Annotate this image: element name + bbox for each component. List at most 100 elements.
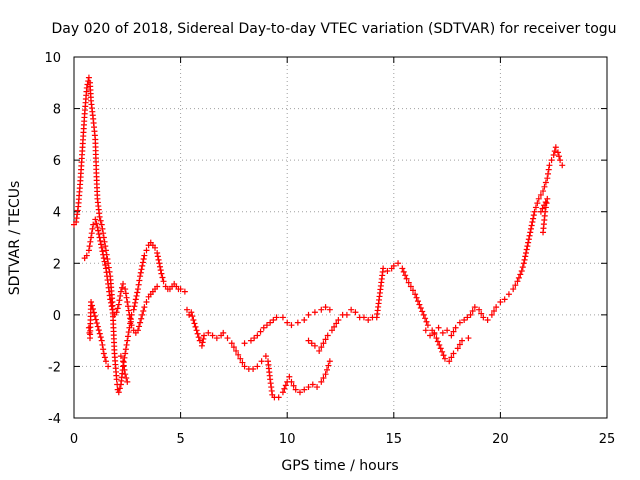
data-point	[109, 306, 116, 313]
data-point	[288, 378, 295, 385]
data-point	[318, 306, 325, 313]
data-point	[228, 340, 235, 347]
data-point	[301, 386, 308, 393]
data-point	[301, 317, 308, 324]
data-point	[241, 363, 248, 370]
data-point	[98, 337, 105, 344]
data-point	[542, 199, 549, 206]
data-point	[143, 298, 150, 305]
data-point	[192, 323, 199, 330]
data-point	[177, 286, 184, 293]
data-point	[420, 311, 427, 318]
data-point	[554, 149, 561, 156]
data-point	[525, 236, 532, 243]
data-point	[122, 286, 129, 293]
data-point	[476, 306, 483, 313]
data-point	[409, 287, 416, 294]
data-point	[439, 348, 446, 355]
data-point	[135, 281, 142, 288]
data-point	[400, 268, 407, 275]
axis-ticks	[73, 56, 608, 419]
x-tick-label: 10	[279, 432, 296, 447]
data-point	[531, 208, 538, 215]
data-point	[441, 355, 448, 362]
data-point	[557, 157, 564, 164]
data-point	[258, 358, 265, 365]
data-point	[471, 304, 478, 311]
data-point	[120, 363, 127, 370]
data-point	[134, 289, 141, 296]
data-point	[154, 249, 161, 256]
data-point	[124, 337, 131, 344]
data-point	[99, 248, 106, 255]
data-point	[91, 313, 98, 320]
data-point	[83, 84, 90, 91]
data-point	[121, 366, 128, 373]
data-point	[139, 311, 146, 318]
data-point	[205, 329, 212, 336]
data-point	[220, 329, 227, 336]
data-point	[448, 332, 455, 339]
data-point	[541, 202, 548, 209]
data-point	[250, 366, 257, 373]
grid	[74, 57, 607, 418]
data-point	[137, 269, 144, 276]
data-point	[390, 262, 397, 269]
data-point	[528, 222, 535, 229]
data-point	[107, 299, 114, 306]
data-point	[456, 319, 463, 326]
data-point	[96, 234, 103, 241]
data-point	[94, 224, 101, 231]
data-point	[519, 264, 526, 271]
data-point	[539, 205, 546, 212]
data-point	[505, 291, 512, 298]
data-point	[493, 304, 500, 311]
data-point	[279, 389, 286, 396]
data-point	[195, 334, 202, 341]
data-point	[86, 243, 93, 250]
data-point	[125, 329, 132, 336]
data-point	[263, 322, 270, 329]
data-point	[115, 301, 122, 308]
data-point	[213, 335, 220, 342]
data-point	[241, 340, 248, 347]
data-point	[305, 337, 312, 344]
data-point	[541, 183, 548, 190]
data-point	[102, 358, 109, 365]
data-point	[120, 280, 127, 287]
data-point	[551, 148, 558, 155]
data-point	[88, 230, 95, 237]
data-point	[305, 311, 312, 318]
data-point	[461, 317, 468, 324]
data-point	[523, 246, 530, 253]
data-point	[131, 303, 138, 310]
x-tick-label: 0	[70, 432, 78, 447]
data-point	[407, 283, 414, 290]
data-point	[233, 347, 240, 354]
x-tick-label: 25	[599, 432, 616, 447]
data-point	[235, 351, 242, 358]
x-tick-label: 15	[386, 432, 403, 447]
x-tick-label: 5	[176, 432, 184, 447]
data-point	[97, 217, 104, 224]
y-tick-label: -4	[48, 412, 61, 427]
data-point	[464, 314, 471, 321]
data-point	[85, 74, 92, 81]
data-point	[284, 319, 291, 326]
data-point	[514, 278, 521, 285]
data-point	[230, 344, 237, 351]
data-point	[414, 298, 421, 305]
data-point	[88, 298, 95, 305]
data-point	[137, 319, 144, 326]
data-point	[160, 278, 167, 285]
data-point	[384, 268, 391, 275]
data-point	[417, 304, 424, 311]
data-point	[522, 249, 529, 256]
data-point	[296, 389, 303, 396]
data-point	[239, 359, 246, 366]
data-point	[90, 309, 97, 316]
data-point	[152, 244, 159, 251]
data-point	[526, 232, 533, 239]
data-point	[156, 263, 163, 270]
